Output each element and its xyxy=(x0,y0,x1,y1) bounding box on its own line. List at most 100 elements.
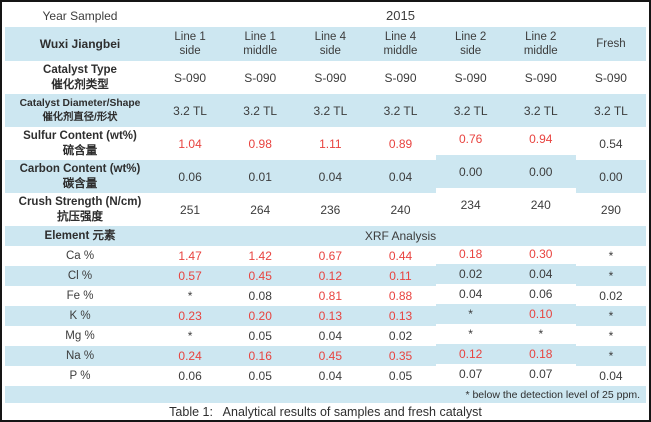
value-cell: 0.04 xyxy=(388,169,413,184)
value-cell: 0.11 xyxy=(389,269,412,283)
row-label: Carbon Content (wt%) 碳含量 xyxy=(19,163,141,190)
element-row-k: K % 0.23 0.20 0.13 0.13 * 0.10 * xyxy=(5,306,646,326)
detection-limit-footnote: * below the detection level of 25 ppm. xyxy=(465,388,640,401)
column-header-line1-side: Line 1 side xyxy=(174,30,206,57)
element-label: Mg % xyxy=(65,330,95,342)
column-header-line2-middle: Line 2 middle xyxy=(523,30,558,57)
value-cell: 234 xyxy=(460,197,481,212)
value-cell: 0.76 xyxy=(458,131,483,146)
value-cell: 0.02 xyxy=(458,267,483,281)
value-cell: * xyxy=(608,249,614,263)
row-label: Catalyst Diameter/Shape 催化剂直径/形状 xyxy=(19,98,141,123)
value-cell: S-090 xyxy=(244,70,277,85)
value-cell: S-090 xyxy=(384,70,417,85)
value-cell: 0.02 xyxy=(388,329,413,343)
row-label: Crush Strength (N/cm) 抗压强度 xyxy=(18,196,142,223)
value-cell: 0.04 xyxy=(318,169,343,184)
column-header-line4-side: Line 4 side xyxy=(314,30,347,57)
xrf-analysis-row: Element 元素 XRF Analysis xyxy=(5,226,646,246)
row-label: Sulfur Content (wt%) 硫含量 xyxy=(23,130,137,157)
column-header-line4-middle: Line 4 middle xyxy=(383,30,418,57)
value-cell: 1.11 xyxy=(319,136,342,151)
value-cell: S-090 xyxy=(314,70,347,85)
value-cell: 0.13 xyxy=(318,309,343,323)
value-cell: 0.07 xyxy=(458,367,483,381)
value-cell: 0.08 xyxy=(248,289,272,303)
value-cell: 3.2 TL xyxy=(243,103,278,118)
catalyst-type-row: Catalyst Type 催化剂类型 S-090 S-090 S-090 S-… xyxy=(5,61,646,94)
value-cell: 0.18 xyxy=(458,247,483,261)
value-cell: 0.89 xyxy=(388,136,413,151)
value-cell: 0.13 xyxy=(388,309,413,323)
site-label: Wuxi Jiangbei xyxy=(39,37,121,51)
element-row-mg: Mg % * 0.05 0.04 0.02 * * * xyxy=(5,326,646,346)
value-cell: S-090 xyxy=(454,70,487,85)
value-cell: 3.2 TL xyxy=(313,103,348,118)
value-cell: 0.02 xyxy=(599,289,623,303)
year-sampled-label: Year Sampled xyxy=(42,8,118,23)
value-cell: 236 xyxy=(320,202,341,217)
sulfur-content-row: Sulfur Content (wt%) 硫含量 1.04 0.98 1.11 … xyxy=(5,127,646,160)
value-cell: 1.47 xyxy=(178,249,202,263)
element-row-na: Na % 0.24 0.16 0.45 0.35 0.12 0.18 * xyxy=(5,346,646,366)
value-cell: 0.24 xyxy=(178,349,202,363)
value-cell: 0.35 xyxy=(388,349,413,363)
value-cell: 0.05 xyxy=(388,369,413,383)
value-cell: 0.44 xyxy=(388,249,413,263)
value-cell: 3.2 TL xyxy=(523,103,558,118)
value-cell: 0.06 xyxy=(178,169,202,184)
value-cell: 0.04 xyxy=(599,369,623,383)
value-cell: 0.54 xyxy=(599,136,623,151)
element-label: Fe % xyxy=(66,290,94,302)
column-header-line2-side: Line 2 side xyxy=(454,30,487,57)
value-cell: S-090 xyxy=(524,70,557,85)
catalyst-diameter-row: Catalyst Diameter/Shape 催化剂直径/形状 3.2 TL … xyxy=(5,94,646,127)
value-cell: 0.30 xyxy=(529,247,553,261)
value-cell: 0.04 xyxy=(318,329,343,343)
value-cell: 290 xyxy=(600,202,621,217)
value-cell: 251 xyxy=(180,202,201,217)
column-header-row: Wuxi Jiangbei Line 1 side Line 1 middle … xyxy=(5,27,646,61)
element-row-p: P % 0.06 0.05 0.04 0.05 0.07 0.07 0.04 xyxy=(5,366,646,386)
value-cell: * xyxy=(468,307,473,321)
value-cell: S-090 xyxy=(594,70,627,85)
value-cell: * xyxy=(608,309,614,323)
value-cell: 264 xyxy=(250,202,271,217)
value-cell: 1.04 xyxy=(178,136,202,151)
element-label: Na % xyxy=(65,350,95,362)
analytical-results-table: Year Sampled 2015 Wuxi Jiangbei Line 1 s… xyxy=(5,4,646,420)
value-cell: 0.23 xyxy=(178,309,202,323)
value-cell: 0.05 xyxy=(248,369,272,383)
value-cell: S-090 xyxy=(174,70,207,85)
value-cell: 0.00 xyxy=(599,169,623,184)
value-cell: 0.45 xyxy=(248,269,272,283)
year-sampled-value: 2015 xyxy=(386,8,415,23)
value-cell: 0.67 xyxy=(318,249,343,263)
table-caption: Table 1: Analytical results of samples a… xyxy=(169,404,482,419)
carbon-content-row: Carbon Content (wt%) 碳含量 0.06 0.01 0.04 … xyxy=(5,160,646,193)
value-cell: 0.88 xyxy=(388,289,413,303)
value-cell: 0.94 xyxy=(529,131,553,146)
xrf-analysis-label: XRF Analysis xyxy=(364,229,437,243)
value-cell: 0.16 xyxy=(248,349,272,363)
footnote-row: * below the detection level of 25 ppm. xyxy=(5,386,646,403)
caption-row: Table 1: Analytical results of samples a… xyxy=(5,403,646,420)
row-label: Catalyst Type 催化剂类型 xyxy=(43,64,117,91)
value-cell: 0.04 xyxy=(318,369,343,383)
column-header-fresh: Fresh xyxy=(596,37,626,50)
value-cell: 0.57 xyxy=(178,269,202,283)
value-cell: 0.18 xyxy=(529,347,553,361)
element-label: Ca % xyxy=(65,250,95,262)
column-header-line1-middle: Line 1 middle xyxy=(243,30,278,57)
value-cell: 3.2 TL xyxy=(383,103,418,118)
value-cell: 0.01 xyxy=(248,169,272,184)
value-cell: 0.81 xyxy=(318,289,343,303)
value-cell: 0.20 xyxy=(248,309,272,323)
value-cell: * xyxy=(187,329,193,343)
element-section-label: Element 元素 xyxy=(44,229,116,242)
value-cell: 0.07 xyxy=(529,367,553,381)
value-cell: * xyxy=(468,327,473,341)
value-cell: 3.2 TL xyxy=(173,103,207,118)
value-cell: 0.06 xyxy=(178,369,202,383)
